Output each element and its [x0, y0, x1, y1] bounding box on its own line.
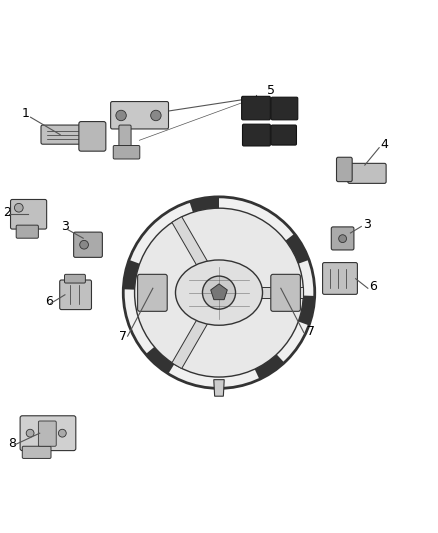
FancyBboxPatch shape — [138, 274, 167, 311]
FancyBboxPatch shape — [331, 227, 354, 250]
Polygon shape — [298, 296, 314, 325]
FancyBboxPatch shape — [22, 446, 51, 458]
Polygon shape — [172, 304, 215, 368]
Polygon shape — [214, 379, 224, 396]
Text: 7: 7 — [119, 329, 127, 343]
FancyBboxPatch shape — [348, 163, 386, 183]
Circle shape — [58, 429, 66, 437]
Polygon shape — [236, 287, 304, 298]
Polygon shape — [189, 197, 219, 212]
Text: 2: 2 — [3, 206, 11, 220]
FancyBboxPatch shape — [271, 274, 300, 311]
Circle shape — [14, 204, 23, 212]
FancyBboxPatch shape — [271, 97, 298, 120]
Polygon shape — [254, 354, 284, 379]
Circle shape — [151, 110, 161, 120]
FancyBboxPatch shape — [74, 232, 102, 257]
Circle shape — [26, 429, 34, 437]
Text: 3: 3 — [61, 220, 69, 233]
FancyBboxPatch shape — [79, 122, 106, 151]
FancyBboxPatch shape — [322, 263, 357, 294]
Text: 6: 6 — [45, 295, 53, 308]
FancyBboxPatch shape — [20, 416, 76, 450]
Circle shape — [80, 240, 88, 249]
Text: 5: 5 — [267, 84, 275, 96]
FancyBboxPatch shape — [11, 199, 47, 229]
FancyBboxPatch shape — [243, 124, 270, 146]
Circle shape — [116, 110, 126, 120]
Polygon shape — [172, 216, 215, 281]
FancyBboxPatch shape — [64, 274, 85, 283]
Polygon shape — [124, 260, 140, 289]
Circle shape — [123, 197, 315, 389]
FancyBboxPatch shape — [60, 280, 92, 310]
Circle shape — [134, 208, 304, 377]
Text: 8: 8 — [8, 437, 16, 450]
FancyBboxPatch shape — [113, 146, 140, 159]
Ellipse shape — [176, 260, 262, 325]
Text: 7: 7 — [307, 325, 315, 338]
Polygon shape — [286, 233, 309, 264]
FancyBboxPatch shape — [111, 102, 169, 129]
FancyBboxPatch shape — [16, 225, 39, 238]
FancyBboxPatch shape — [41, 125, 90, 144]
Text: 1: 1 — [22, 107, 30, 120]
FancyBboxPatch shape — [242, 96, 270, 120]
Circle shape — [202, 276, 236, 309]
FancyBboxPatch shape — [119, 125, 131, 150]
FancyBboxPatch shape — [39, 421, 56, 446]
Polygon shape — [146, 347, 174, 374]
FancyBboxPatch shape — [336, 157, 352, 182]
FancyBboxPatch shape — [271, 125, 297, 145]
Text: 6: 6 — [369, 280, 377, 293]
Text: 3: 3 — [363, 218, 371, 231]
Circle shape — [339, 235, 346, 243]
Text: 4: 4 — [380, 138, 388, 151]
